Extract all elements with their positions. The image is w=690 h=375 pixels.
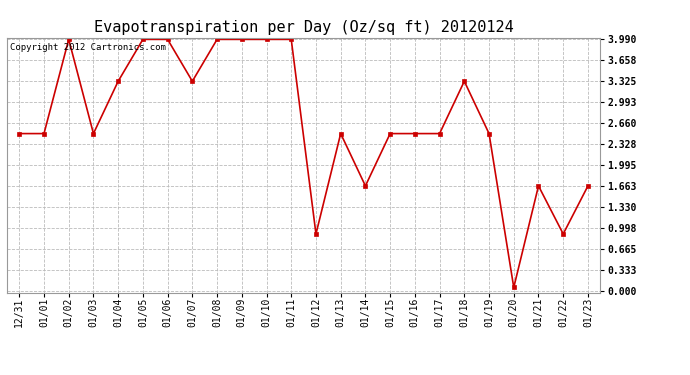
Title: Evapotranspiration per Day (Oz/sq ft) 20120124: Evapotranspiration per Day (Oz/sq ft) 20… — [94, 20, 513, 35]
Text: Copyright 2012 Cartronics.com: Copyright 2012 Cartronics.com — [10, 43, 166, 52]
